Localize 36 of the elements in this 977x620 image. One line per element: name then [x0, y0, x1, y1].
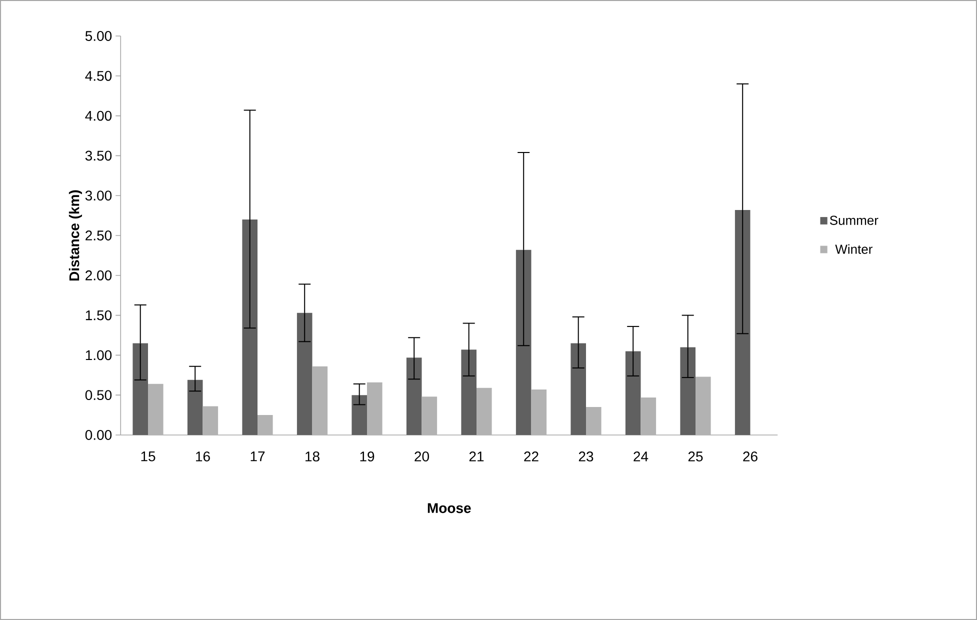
- x-tick-label: 17: [250, 452, 265, 462]
- x-tick-label: 23: [578, 452, 594, 462]
- legend-label: Winter: [835, 244, 872, 254]
- x-tick-label: 19: [360, 452, 374, 462]
- x-tick-label: 25: [688, 452, 703, 462]
- bar: [680, 347, 696, 435]
- x-tick-label: 24: [634, 452, 648, 462]
- y-tick-label: 1.00: [86, 350, 112, 360]
- bar: [296, 312, 312, 435]
- y-tick-label: 5.00: [85, 31, 112, 41]
- bar: [461, 350, 477, 435]
- y-tick-label: 2.00: [86, 270, 112, 280]
- bar: [132, 343, 148, 435]
- x-tick-label: 22: [524, 452, 538, 462]
- y-tick-label: 1.50: [86, 310, 112, 320]
- y-tick-label: 2.50: [86, 230, 112, 240]
- x-tick-label: 20: [414, 452, 429, 462]
- y-tick-label: 0.00: [85, 430, 112, 440]
- x-tick-label: 26: [743, 452, 758, 462]
- bar: [570, 343, 586, 435]
- x-tick-label: 15: [141, 452, 156, 462]
- y-tick-label: 4.50: [85, 70, 112, 81]
- y-tick-label: 3.00: [85, 190, 112, 201]
- y-tick-label: 3.50: [85, 150, 112, 161]
- bar: [625, 351, 641, 435]
- bar: [187, 380, 203, 435]
- x-tick-label: 21: [469, 452, 484, 462]
- y-tick-label: 4.00: [85, 110, 112, 121]
- y-axis-title: Distance (km): [68, 190, 82, 280]
- bar: [352, 395, 368, 435]
- bar: [406, 358, 422, 435]
- x-axis-title: Moose: [428, 503, 471, 514]
- y-tick-label: 0.50: [85, 390, 112, 400]
- x-tick-label: 16: [196, 452, 210, 462]
- x-tick-label: 18: [306, 452, 320, 462]
- legend-label: Summer: [830, 216, 878, 225]
